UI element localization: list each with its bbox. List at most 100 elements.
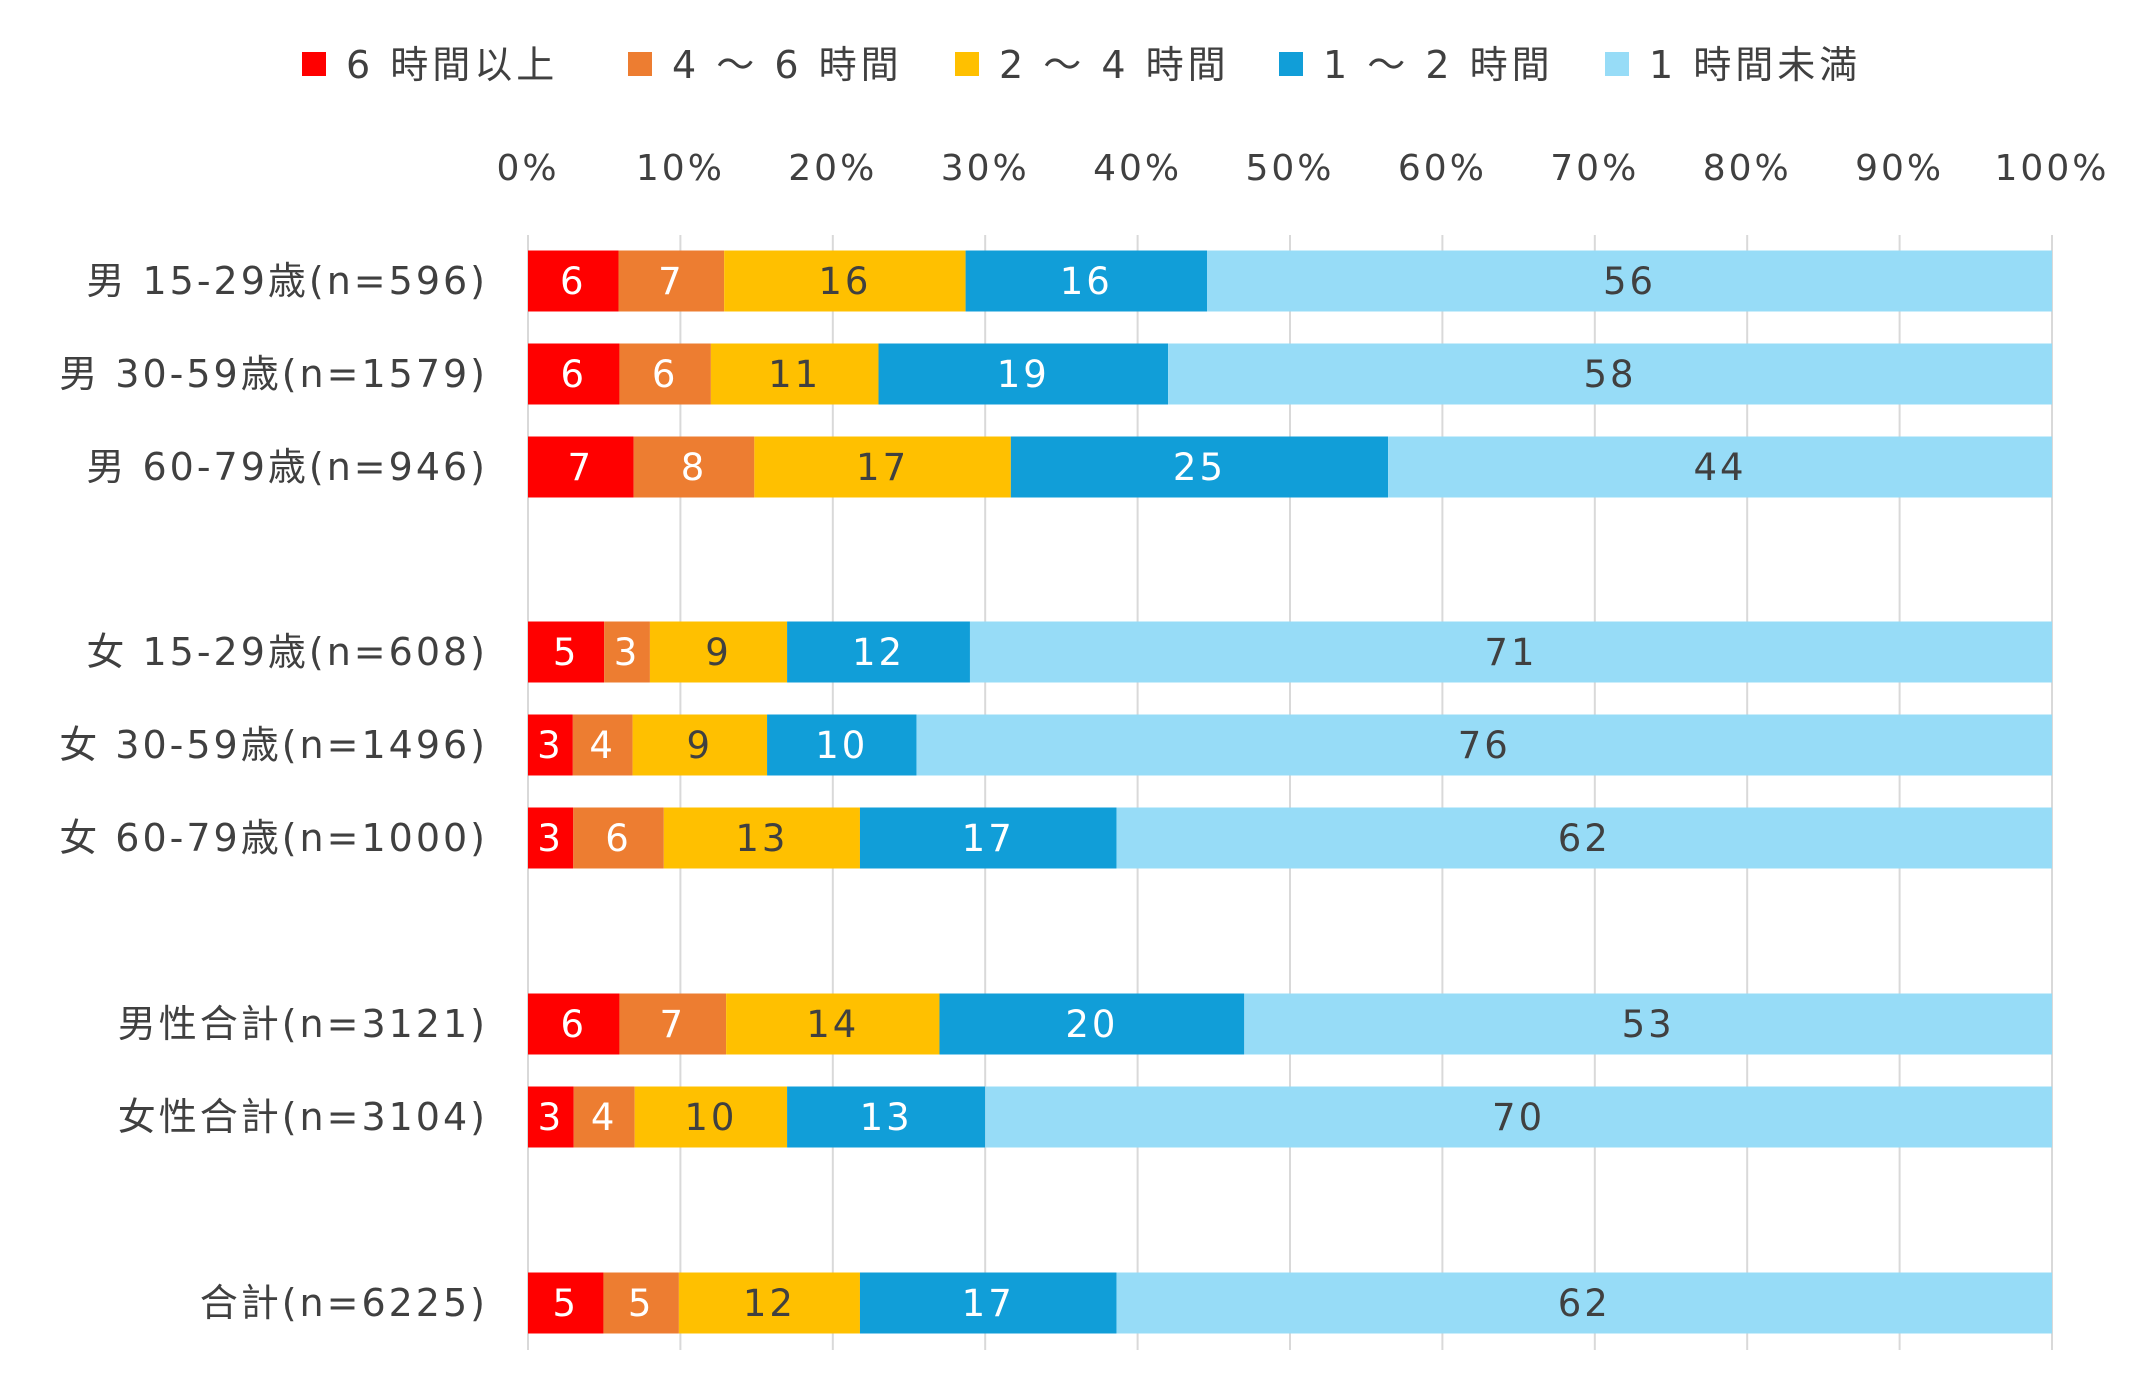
data-label: 62: [1558, 1282, 1611, 1325]
bar-segment: [528, 1272, 604, 1334]
data-label: 7: [658, 260, 685, 303]
bar-segment: [573, 1086, 635, 1148]
data-label: 10: [815, 724, 868, 767]
bar-segment: [1116, 1272, 2052, 1334]
data-label: 7: [568, 446, 595, 489]
legend-label: 1 ～ 2 時間: [1323, 43, 1554, 87]
bar-segment: [1116, 807, 2052, 869]
bar-segment: [528, 993, 620, 1055]
gridlines: [527, 235, 2053, 1350]
bar-segment: [1168, 343, 2052, 405]
data-label: 17: [962, 817, 1015, 860]
data-label: 9: [687, 724, 714, 767]
bar-segment: [634, 1086, 788, 1148]
data-label: 13: [735, 817, 788, 860]
x-tick-label: 0%: [496, 148, 559, 189]
data-label: 6: [560, 260, 587, 303]
data-label: 17: [962, 1282, 1015, 1325]
bar-segment: [528, 621, 605, 683]
data-label: 20: [1065, 1003, 1118, 1046]
bar-segment: [618, 250, 725, 312]
category-label: 女 30-59歳(n=1496): [59, 723, 488, 767]
data-label: 4: [589, 724, 616, 767]
data-label: 3: [614, 631, 641, 674]
bar-segment: [572, 714, 633, 776]
bar-segment: [787, 1086, 986, 1148]
data-label: 5: [628, 1282, 655, 1325]
data-label: 76: [1458, 724, 1511, 767]
x-tick-label: 90%: [1855, 148, 1944, 189]
bar-segment: [528, 436, 634, 498]
bar-segment: [619, 993, 727, 1055]
bar-segment: [528, 1086, 574, 1148]
data-label: 3: [537, 817, 564, 860]
bar-segment: [878, 343, 1169, 405]
bar-segment: [528, 807, 574, 869]
data-label: 6: [605, 817, 632, 860]
bar-segment: [528, 250, 619, 312]
x-tick-label: 10%: [636, 148, 725, 189]
legend-label: 2 ～ 4 時間: [999, 43, 1230, 87]
x-tick-label: 20%: [788, 148, 877, 189]
data-label: 6: [652, 353, 679, 396]
legend-label: 1 時間未満: [1649, 43, 1861, 87]
bar-segment: [985, 1086, 2053, 1148]
x-tick-label: 100%: [1995, 148, 2110, 189]
bar-segment: [1388, 436, 2052, 498]
category-label: 女 60-79歳(n=1000): [59, 816, 488, 860]
bar-segment: [528, 343, 620, 405]
bar-segment: [710, 343, 879, 405]
data-label: 16: [1060, 260, 1113, 303]
legend-label: 6 時間以上: [346, 43, 558, 87]
category-label: 女性合計(n=3104): [118, 1095, 488, 1139]
bar-segment: [939, 993, 1245, 1055]
bar-segment: [573, 807, 664, 869]
bar-segment: [528, 714, 573, 776]
legend-swatch: [628, 52, 652, 76]
category-label: 男性合計(n=3121): [118, 1002, 488, 1046]
data-label: 10: [684, 1096, 737, 1139]
x-tick-label: 50%: [1245, 148, 1334, 189]
legend: 6 時間以上 4 ～ 6 時間 2 ～ 4 時間 1 ～ 2 時間 1 時間未満: [302, 43, 1861, 87]
data-label: 6: [560, 353, 587, 396]
bar-segment: [663, 807, 860, 869]
data-label: 3: [538, 1096, 565, 1139]
data-label: 12: [852, 631, 905, 674]
bar-segment: [767, 714, 917, 776]
data-label: 16: [818, 260, 871, 303]
data-label: 53: [1622, 1003, 1675, 1046]
legend-label: 4 ～ 6 時間: [672, 43, 903, 87]
bar-segment: [633, 436, 755, 498]
bar-segment: [1010, 436, 1389, 498]
bar-segment: [1207, 250, 2052, 312]
legend-swatch: [955, 52, 979, 76]
data-label: 62: [1558, 817, 1611, 860]
bar-segment: [969, 621, 2053, 683]
data-label: 6: [560, 1003, 587, 1046]
data-label: 25: [1173, 446, 1226, 489]
data-label: 11: [768, 353, 821, 396]
x-axis-ticks: 0% 10% 20% 30% 40% 50% 60% 70% 80% 90% 100%: [496, 148, 2110, 189]
data-label: 70: [1492, 1096, 1545, 1139]
data-label: 71: [1484, 631, 1537, 674]
x-tick-label: 30%: [941, 148, 1030, 189]
data-label: 3: [537, 724, 564, 767]
bar-segment: [1244, 993, 2052, 1055]
data-label: 56: [1603, 260, 1656, 303]
bar-segment: [859, 807, 1117, 869]
category-label: 男 15-29歳(n=596): [86, 259, 488, 303]
bar-segment: [604, 621, 650, 683]
data-label: 58: [1583, 353, 1636, 396]
bar-segment: [787, 621, 970, 683]
category-label: 男 60-79歳(n=946): [86, 445, 488, 489]
legend-swatch: [1279, 52, 1303, 76]
data-label: 13: [860, 1096, 913, 1139]
legend-swatch: [1605, 52, 1629, 76]
category-label: 女 15-29歳(n=608): [86, 630, 488, 674]
data-label: 17: [856, 446, 909, 489]
data-label: 12: [743, 1282, 796, 1325]
category-labels: 男 15-29歳(n=596) 男 30-59歳(n=1579) 男 60-79歳(…: [59, 259, 488, 1325]
data-label: 44: [1693, 446, 1746, 489]
